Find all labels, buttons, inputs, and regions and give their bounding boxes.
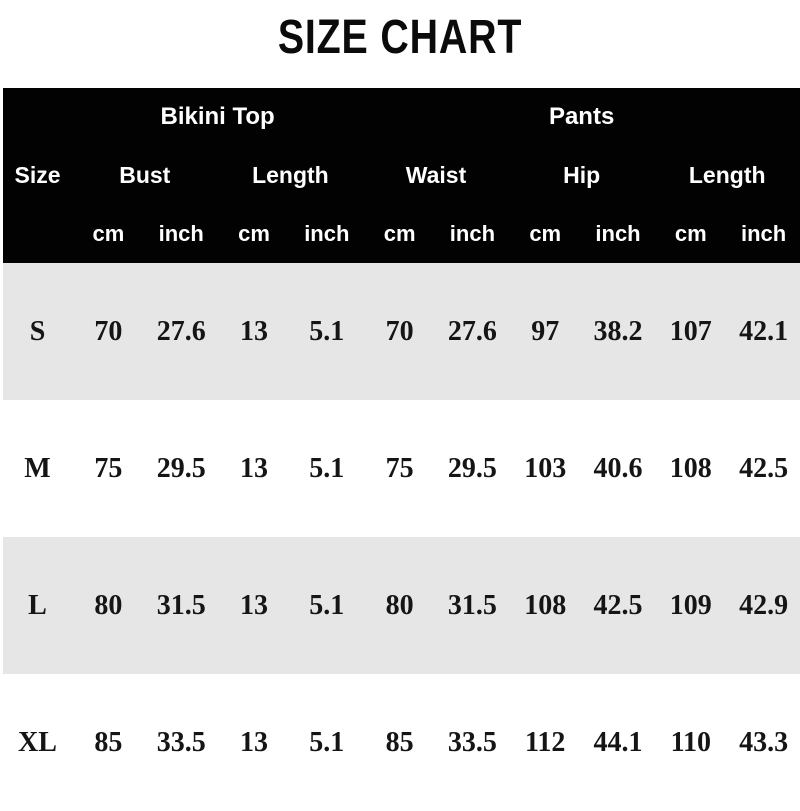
value-cell: 70: [363, 263, 437, 400]
unit-header-cell: inch: [144, 204, 218, 263]
value-cell: 29.5: [436, 400, 509, 537]
size-cell: M: [3, 400, 72, 537]
size-row-l: L 80 31.5 13 5.1 80 31.5 108 42.5 109 42…: [3, 537, 800, 674]
value-cell: 112: [508, 674, 582, 811]
group-header-pants: Pants: [363, 88, 800, 146]
unit-header-cell: cm: [72, 204, 145, 263]
value-cell: 13: [217, 400, 291, 537]
col-header-top-length: Length: [217, 146, 364, 204]
value-cell: 42.5: [581, 537, 655, 674]
value-cell: 5.1: [290, 674, 364, 811]
unit-blank-cell: [3, 204, 72, 263]
table-body: S 70 27.6 13 5.1 70 27.6 97 38.2 107 42.…: [3, 263, 800, 811]
value-cell: 44.1: [581, 674, 655, 811]
value-cell: 42.1: [727, 263, 800, 400]
unit-header-cell: inch: [436, 204, 509, 263]
value-cell: 107: [654, 263, 728, 400]
value-cell: 42.9: [727, 537, 800, 674]
value-cell: 70: [72, 263, 145, 400]
value-cell: 27.6: [144, 263, 218, 400]
size-cell: S: [3, 263, 72, 400]
unit-header-cell: cm: [217, 204, 291, 263]
value-cell: 109: [654, 537, 728, 674]
value-cell: 40.6: [581, 400, 655, 537]
value-cell: 80: [72, 537, 145, 674]
group-header-bikini-top: Bikini Top: [72, 88, 364, 146]
value-cell: 108: [654, 400, 728, 537]
table-header: Bikini Top Pants Size Bust Length Waist …: [3, 88, 800, 263]
value-cell: 13: [217, 537, 291, 674]
unit-header-cell: inch: [727, 204, 800, 263]
value-cell: 80: [363, 537, 437, 674]
size-row-m: M 75 29.5 13 5.1 75 29.5 103 40.6 108 42…: [3, 400, 800, 537]
value-cell: 38.2: [581, 263, 655, 400]
value-cell: 5.1: [290, 263, 364, 400]
col-header-waist: Waist: [363, 146, 509, 204]
value-cell: 75: [72, 400, 145, 537]
value-cell: 13: [217, 674, 291, 811]
size-row-s: S 70 27.6 13 5.1 70 27.6 97 38.2 107 42.…: [3, 263, 800, 400]
value-cell: 33.5: [144, 674, 218, 811]
unit-header-cell: inch: [581, 204, 655, 263]
unit-header-cell: inch: [290, 204, 364, 263]
value-cell: 110: [654, 674, 728, 811]
value-cell: 43.3: [727, 674, 800, 811]
value-cell: 5.1: [290, 537, 364, 674]
value-cell: 108: [508, 537, 582, 674]
group-header-row: Bikini Top Pants: [3, 88, 800, 146]
size-chart-table: Bikini Top Pants Size Bust Length Waist …: [3, 88, 800, 811]
unit-header-cell: cm: [654, 204, 728, 263]
value-cell: 5.1: [290, 400, 364, 537]
unit-header-cell: cm: [363, 204, 437, 263]
page-title: SIZE CHART: [0, 0, 800, 88]
col-header-pants-length: Length: [654, 146, 800, 204]
value-cell: 85: [363, 674, 437, 811]
value-cell: 13: [217, 263, 291, 400]
value-cell: 31.5: [144, 537, 218, 674]
unit-header-cell: cm: [508, 204, 582, 263]
col-header-hip: Hip: [508, 146, 655, 204]
value-cell: 85: [72, 674, 145, 811]
measure-header-row: Size Bust Length Waist Hip Length: [3, 146, 800, 204]
value-cell: 31.5: [436, 537, 509, 674]
value-cell: 33.5: [436, 674, 509, 811]
value-cell: 103: [508, 400, 582, 537]
size-cell: L: [3, 537, 72, 674]
size-cell: XL: [3, 674, 72, 811]
value-cell: 97: [508, 263, 582, 400]
value-cell: 29.5: [144, 400, 218, 537]
corner-blank-cell: [3, 88, 72, 146]
value-cell: 75: [363, 400, 437, 537]
unit-header-row: cm inch cm inch cm inch cm inch cm inch: [3, 204, 800, 263]
page-title-text: SIZE CHART: [277, 10, 523, 64]
col-header-size: Size: [3, 146, 72, 204]
size-row-xl: XL 85 33.5 13 5.1 85 33.5 112 44.1 110 4…: [3, 674, 800, 811]
value-cell: 42.5: [727, 400, 800, 537]
value-cell: 27.6: [436, 263, 509, 400]
col-header-bust: Bust: [72, 146, 218, 204]
